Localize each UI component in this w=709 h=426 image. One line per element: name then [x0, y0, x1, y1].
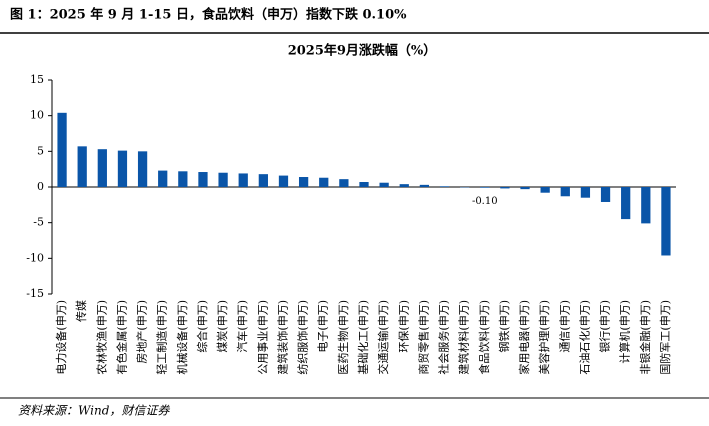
bar — [580, 187, 591, 198]
x-tick-label: 国防军工(申万) — [658, 300, 672, 375]
x-tick-label: 有色金属(申万) — [114, 300, 128, 375]
y-tick-label: -10 — [26, 251, 44, 264]
x-tick-label: 煤炭(申万) — [216, 300, 229, 353]
bar — [238, 173, 248, 187]
bar — [198, 172, 208, 187]
bar — [218, 172, 228, 187]
x-tick-label: 计算机(申万) — [618, 300, 632, 364]
bar — [319, 177, 329, 187]
chart-title: 2025年9月涨跌幅（%） — [288, 43, 437, 59]
x-tick-label: 食品饮料(申万) — [477, 300, 491, 375]
y-tick-label: 0 — [37, 180, 44, 193]
x-tick-label: 钢铁(申万) — [498, 300, 511, 353]
x-tick-label: 通信(申万) — [558, 300, 571, 353]
source: 资料来源：Wind，财信证券 — [18, 404, 170, 418]
x-tick-label: 电子(申万) — [317, 300, 330, 353]
bar — [560, 187, 570, 197]
x-tick-label: 交通运输(申万) — [376, 300, 390, 375]
bar — [97, 149, 107, 187]
bar — [540, 187, 550, 193]
bar — [621, 187, 631, 220]
bar — [137, 151, 148, 187]
y-tick-label: 15 — [30, 73, 44, 86]
bar — [298, 177, 309, 187]
value-label: -0.10 — [472, 196, 498, 207]
bar — [117, 150, 128, 187]
x-tick-label: 轻工制造(申万) — [155, 300, 169, 375]
x-tick-label: 公用事业(申万) — [256, 300, 269, 375]
bar — [178, 171, 188, 187]
x-tick-label: 电力设备(申万) — [54, 300, 68, 375]
x-tick-label: 石油石化(申万) — [577, 300, 591, 375]
bar — [500, 187, 510, 189]
x-tick-label: 家用电器(申万) — [517, 300, 531, 375]
bar — [661, 187, 671, 256]
bar — [258, 174, 268, 187]
x-tick-label: 传媒 — [75, 300, 88, 322]
x-tick-label: 银行(申万) — [598, 300, 612, 353]
x-tick-label: 社会服务(申万) — [437, 300, 451, 375]
y-tick-label: 5 — [37, 144, 44, 157]
bar — [77, 146, 87, 187]
x-tick-label: 综合(申万) — [195, 300, 209, 353]
y-tick-label: -5 — [33, 216, 44, 229]
bar — [641, 187, 651, 224]
bar — [419, 184, 430, 187]
bar — [399, 184, 409, 187]
x-tick-label: 房地产(申万) — [135, 300, 149, 364]
bar — [339, 179, 349, 187]
bar — [480, 187, 490, 188]
bar — [439, 186, 450, 187]
bar — [359, 182, 369, 187]
x-tick-label: 美容护理(申万) — [537, 300, 551, 375]
x-tick-label: 环保(申万) — [396, 300, 410, 353]
x-tick-label: 汽车(申万) — [235, 300, 249, 353]
x-tick-label: 建筑装饰(申万) — [275, 300, 289, 375]
x-tick-label: 建筑材料(申万) — [457, 300, 471, 375]
x-tick-label: 医药生物(申万) — [336, 300, 350, 375]
y-tick-label: 10 — [30, 109, 44, 122]
bar — [520, 187, 530, 190]
bar — [600, 187, 611, 202]
header: 图 1：2025 年 9 月 1-15 日，食品饮料（申万）指数下跌 0.10% — [10, 7, 407, 23]
x-tick-label: 商贸零售(申万) — [416, 300, 430, 375]
x-tick-label: 机械设备(申万) — [175, 300, 189, 375]
x-tick-label: 非银金融(申万) — [638, 300, 652, 375]
x-tick-label: 基础化工(申万) — [356, 300, 370, 375]
bar — [57, 112, 67, 187]
bar — [158, 170, 168, 187]
y-tick-label: -15 — [26, 287, 44, 300]
bar — [379, 182, 389, 187]
bar — [278, 175, 289, 187]
x-tick-label: 农林牧渔(申万) — [94, 300, 108, 375]
x-tick-label: 纺织服饰(申万) — [296, 300, 310, 375]
